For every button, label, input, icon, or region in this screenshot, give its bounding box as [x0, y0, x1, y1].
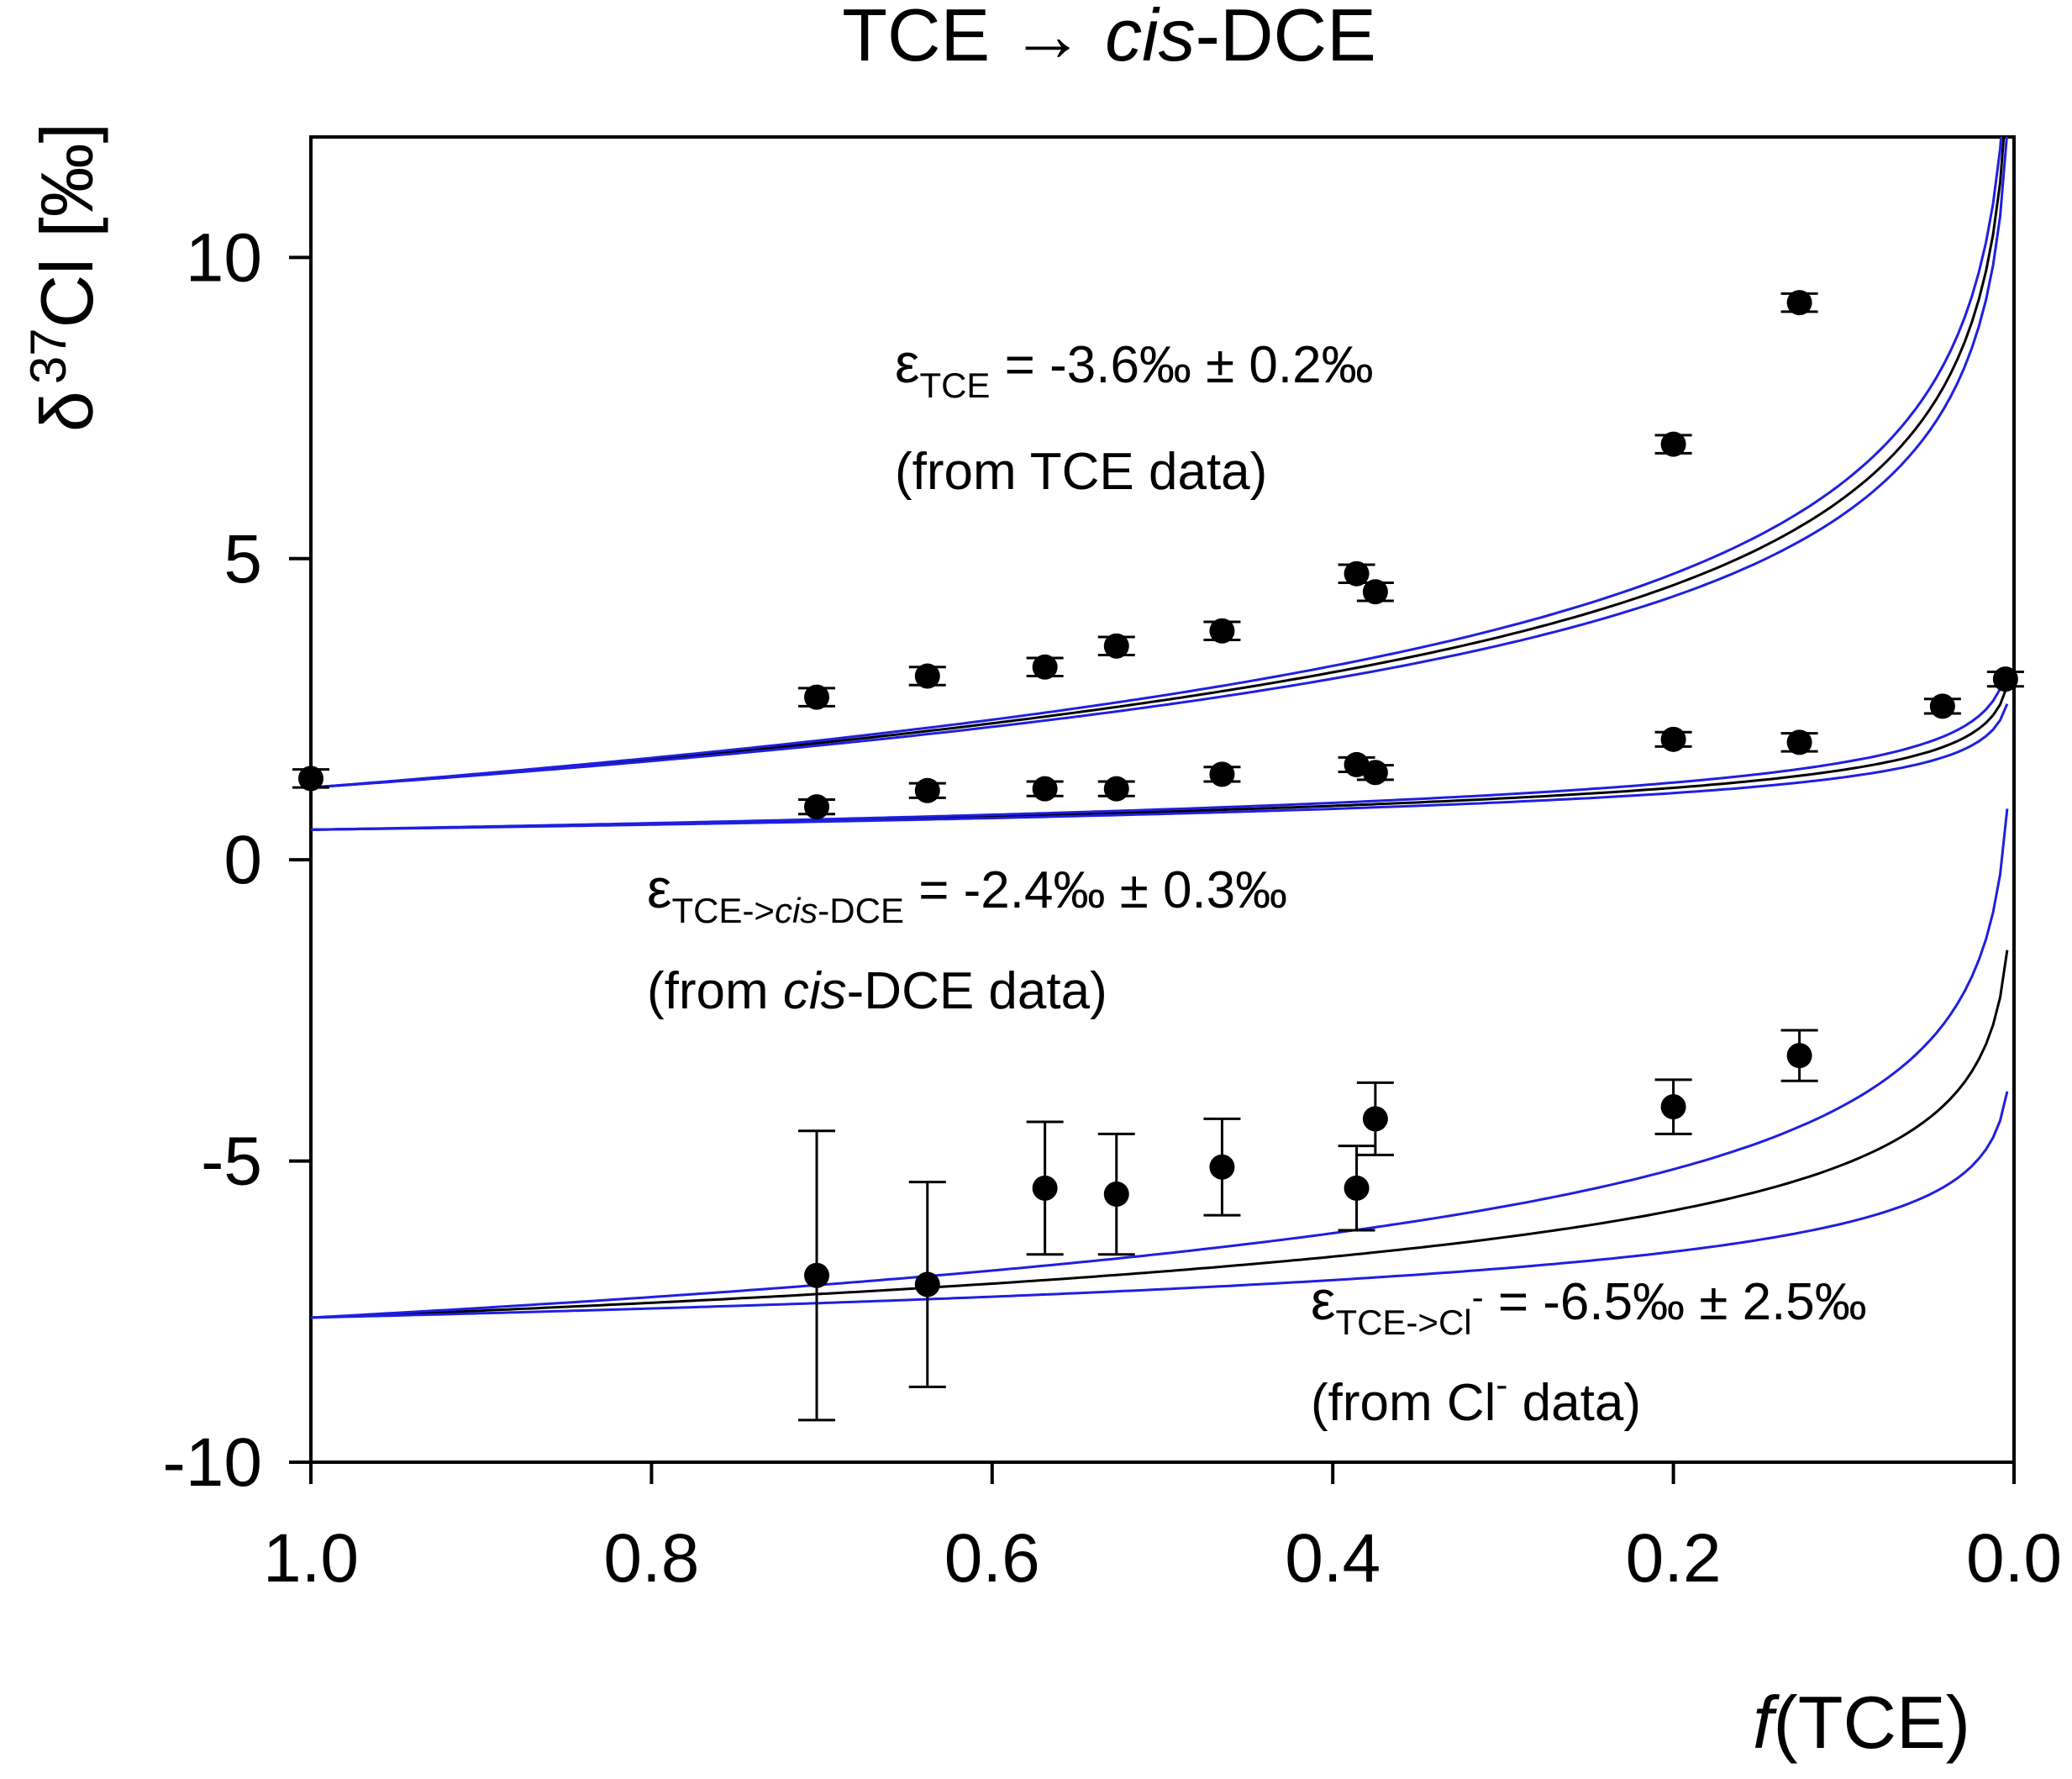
- TCE-data-point: [1103, 633, 1129, 659]
- cis-DCE-data-point: [1362, 760, 1388, 786]
- Cl--data-point: [1032, 1175, 1058, 1201]
- x-tick-label: 1.0: [263, 1520, 359, 1597]
- data-points: [292, 290, 2024, 1422]
- TCE-data-point: [1660, 431, 1686, 457]
- TCE-ci-lower-line: [311, 137, 2003, 789]
- x-tick-label: 0.6: [944, 1520, 1040, 1597]
- Cl--fit-line: [311, 950, 2009, 1319]
- x-axis-label: f(TCE): [1753, 1681, 1970, 1764]
- y-tick-label: -10: [162, 1424, 262, 1501]
- fit-curves: [311, 137, 2009, 1319]
- TCE-data-point: [1032, 654, 1058, 680]
- annotation-chloride-line1: εTCE->Cl- = -6.5‰ ± 2.5‰: [1311, 1269, 1867, 1342]
- TCE-data-point: [1209, 618, 1235, 644]
- annotation-cis-dce-line2: (from cis-DCE data): [647, 962, 1107, 1020]
- y-tick-label: 5: [224, 521, 262, 597]
- plot-frame: [309, 135, 2016, 1464]
- annotation-tce: εTCE = -3.6‰ ± 0.2‰ (from TCE data): [895, 332, 1374, 501]
- y-axis-label: δ37Cl [‰]: [20, 123, 108, 432]
- annotation-cis-dce-line1: εTCE->cis-DCE = -2.4‰ ± 0.3‰: [647, 857, 1287, 930]
- cis-DCE-data-point: [804, 794, 830, 820]
- x-tick-label: 0.0: [1966, 1520, 2062, 1597]
- y-tick-label: 0: [224, 822, 262, 898]
- annotation-tce-line1: εTCE = -3.6‰ ± 0.2‰: [895, 332, 1374, 405]
- Cl--data-point: [1786, 1043, 1812, 1069]
- annotation-cis-dce: εTCE->cis-DCE = -2.4‰ ± 0.3‰ (from cis-D…: [647, 857, 1287, 1020]
- TCE-ci-upper-line: [311, 137, 2008, 789]
- cis-DCE-data-point: [1992, 666, 2018, 692]
- TCE-data-point: [298, 766, 323, 792]
- Cl--data-point: [1344, 1175, 1370, 1201]
- TCE-data-point: [1362, 579, 1388, 605]
- annotation-chloride-line2: (from Cl- data): [1311, 1365, 1641, 1432]
- Cl--ci-upper-line: [311, 1091, 2009, 1319]
- cis-DCE-ci-lower-line: [311, 667, 2009, 831]
- x-axis-ticks: 1.0 0.8 0.6 0.4 0.2 0.0: [263, 1462, 2062, 1597]
- annotation-chloride: εTCE->Cl- = -6.5‰ ± 2.5‰ (from Cl- data): [1311, 1269, 1867, 1432]
- cis-DCE-data-point: [1103, 776, 1129, 802]
- x-tick-label: 0.8: [603, 1520, 699, 1597]
- cis-DCE-data-point: [914, 777, 940, 803]
- y-axis-ticks: -10 -5 0 5 10: [162, 219, 311, 1501]
- annotation-tce-line2: (from TCE data): [895, 443, 1267, 501]
- Cl--data-point: [804, 1262, 830, 1288]
- Cl--data-point: [1103, 1182, 1129, 1208]
- cis-DCE-data-point: [1032, 776, 1058, 802]
- y-tick-label: 10: [186, 219, 262, 296]
- cis-DCE-data-point: [1660, 726, 1686, 752]
- y-tick-label: -5: [201, 1124, 262, 1200]
- Cl--data-point: [1362, 1106, 1388, 1132]
- cis-DCE-data-point: [1929, 693, 1955, 719]
- Cl--data-point: [1209, 1154, 1235, 1180]
- cis-DCE-fit-line: [311, 685, 2009, 831]
- TCE-data-point: [914, 663, 940, 689]
- x-tick-label: 0.2: [1626, 1520, 1722, 1597]
- x-tick-label: 0.4: [1285, 1520, 1380, 1597]
- TCE-data-point: [1344, 561, 1370, 587]
- cis-DCE-data-point: [1786, 729, 1812, 755]
- Cl--ci-lower-line: [311, 808, 2009, 1319]
- TCE-data-point: [804, 684, 830, 710]
- chart-title: TCE → cis-DCE: [842, 0, 1376, 76]
- TCE-fit-line: [311, 137, 2006, 789]
- cis-DCE-data-point: [1209, 761, 1235, 787]
- TCE-data-point: [1786, 290, 1812, 316]
- Cl--data-point: [914, 1271, 940, 1297]
- Cl--data-point: [1660, 1094, 1686, 1120]
